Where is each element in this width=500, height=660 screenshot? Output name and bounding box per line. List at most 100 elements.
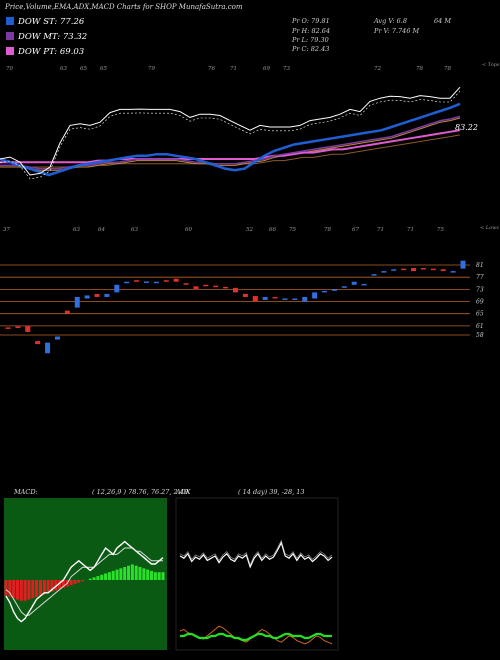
adx-label: ADX	[175, 488, 191, 496]
bottom-label: 66	[269, 227, 276, 233]
candle	[104, 293, 110, 297]
candle	[252, 296, 258, 302]
candle	[153, 281, 159, 284]
adx-line	[180, 632, 332, 642]
level-label: 69	[476, 299, 484, 306]
candle	[233, 287, 238, 293]
macd-hist-bar	[38, 580, 42, 596]
macd-hist-bar	[100, 574, 104, 580]
candle	[242, 293, 248, 297]
macd-hist-bar	[8, 580, 12, 597]
candle	[411, 268, 417, 272]
candle	[262, 296, 268, 300]
macd-hist-bar	[157, 572, 161, 580]
adx-di-plus-shadow	[179, 539, 333, 566]
bottom-label: 71	[407, 227, 414, 233]
dow-mt-line	[0, 115, 461, 170]
legend-label-mt: DOW MT: 73.32	[18, 32, 88, 42]
candle	[183, 283, 189, 285]
level-label: 61	[476, 323, 484, 330]
bottom-label: 75	[437, 227, 444, 233]
candle	[5, 327, 11, 329]
top-label: 63	[60, 66, 67, 72]
candle	[54, 336, 60, 340]
bottom-label: 78	[324, 227, 331, 233]
top-label: 76	[208, 66, 215, 72]
candle	[173, 278, 179, 282]
candle	[35, 341, 41, 345]
candle	[223, 286, 229, 289]
macd-hist-bar	[4, 580, 8, 596]
macd-hist-bar	[96, 576, 100, 580]
macd-hist-bar	[42, 580, 46, 595]
macd-hist-bar	[127, 565, 131, 580]
candle	[312, 292, 318, 299]
macd-hist-bar	[27, 580, 31, 600]
bottom-label: 67	[352, 227, 359, 233]
stat-low: Pr L: 79.30	[292, 36, 329, 44]
tops-tag: < Tops	[482, 62, 500, 68]
macd-hist-bar	[107, 572, 111, 580]
top-label: 72	[374, 66, 381, 72]
legend-dow-mt: DOW MT: 73.32	[6, 32, 87, 44]
macd-hist-bar	[46, 580, 50, 593]
candle	[15, 326, 21, 328]
candle	[361, 283, 367, 286]
macd-hist-bar	[130, 564, 134, 580]
bottom-label: 63	[131, 227, 138, 233]
candle	[282, 298, 288, 300]
candle	[430, 268, 436, 271]
candle	[143, 281, 149, 283]
candle	[292, 298, 298, 300]
candle	[64, 310, 70, 314]
macd-hist-bar	[138, 567, 142, 580]
price-shadow-line	[0, 90, 461, 180]
macd-hist-bar	[104, 573, 108, 580]
macd-hist-bar	[142, 568, 146, 580]
top-label: 78	[444, 66, 451, 72]
level-label: 65	[476, 311, 484, 318]
macd-hist-bar	[15, 580, 19, 600]
candle	[420, 268, 426, 270]
top-label: 65	[100, 66, 107, 72]
macd-hist-bar	[31, 580, 35, 599]
adx-di-plus-line	[179, 541, 333, 569]
dow-pt-line	[0, 129, 461, 164]
candle	[163, 280, 169, 282]
legend-dow-st: DOW ST: 77.26	[6, 17, 84, 29]
stat-close: Pr C: 82.43	[292, 45, 330, 53]
candle	[341, 286, 347, 288]
level-label: 81	[476, 262, 484, 269]
candle	[25, 325, 31, 332]
candle	[124, 281, 130, 284]
level-label: 77	[476, 274, 484, 281]
bottom-label: 64	[98, 227, 105, 233]
legend-label-pt: DOW PT: 69.03	[18, 47, 85, 57]
candle	[193, 286, 199, 290]
bottom-label: 71	[377, 227, 384, 233]
stat-avg-volume-unit: 64 M	[434, 17, 451, 25]
stat-open: Pr O: 79.81	[292, 17, 330, 25]
candle	[440, 269, 446, 272]
candle	[203, 284, 209, 287]
bottom-label: 75	[289, 227, 296, 233]
macd-hist-bar	[77, 580, 81, 583]
macd-hist-bar	[58, 580, 62, 590]
macd-hist-bar	[88, 578, 92, 580]
candle	[272, 296, 278, 299]
candle	[213, 285, 219, 288]
candle	[84, 295, 90, 299]
stat-avg-volume: Avg V: 6.8	[374, 17, 407, 25]
top-label: 71	[230, 66, 237, 72]
macd-hist-bar	[61, 580, 65, 588]
macd-hist-bar	[111, 570, 115, 580]
macd-line	[5, 540, 164, 623]
macd-hist-bar	[69, 580, 73, 586]
candle	[134, 280, 140, 282]
macd-hist-bar	[19, 580, 23, 601]
macd-hist-bar	[161, 572, 165, 580]
macd-hist-bar	[92, 577, 96, 580]
macd-hist-bar	[146, 569, 150, 580]
top-label: 70	[6, 66, 13, 72]
